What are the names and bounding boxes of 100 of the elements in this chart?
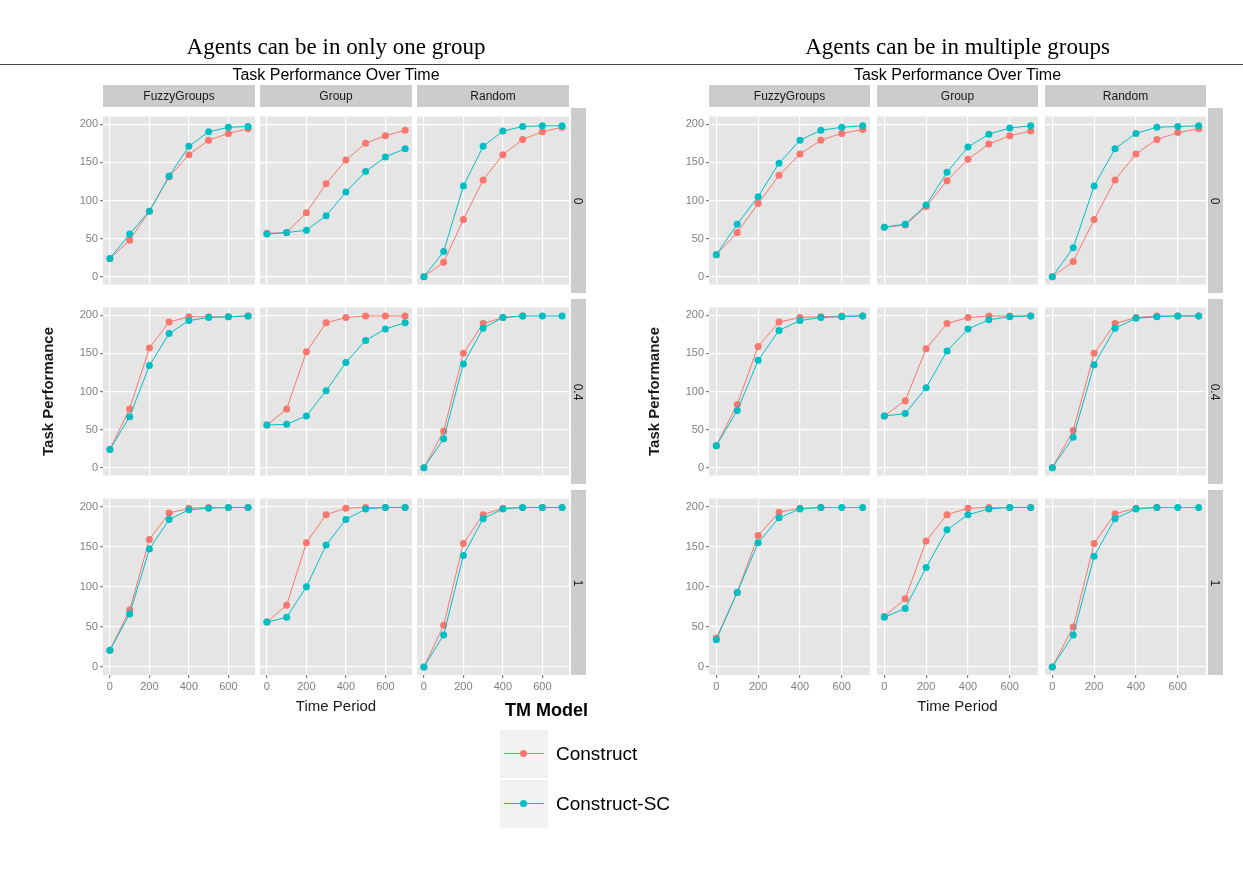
- y-tick-label: 150: [79, 346, 98, 359]
- x-axis-title: Time Period: [294, 697, 378, 714]
- legend-title: TM Model: [505, 700, 589, 721]
- y-tick-label: 150: [685, 155, 704, 168]
- point: [1090, 216, 1098, 224]
- point: [283, 420, 291, 428]
- y2-axis-title: 0: [571, 197, 586, 204]
- y-tick-label: 50: [85, 231, 98, 244]
- point: [1111, 324, 1119, 332]
- y2-axis-title: 1: [1208, 579, 1223, 586]
- y-tick-label: 100: [79, 579, 98, 592]
- point: [440, 248, 448, 256]
- legend-label: Construct-SC: [556, 793, 671, 815]
- point: [283, 405, 291, 413]
- point: [754, 356, 762, 364]
- point: [459, 182, 467, 190]
- point: [440, 258, 448, 266]
- y-tick-label: 0: [697, 460, 704, 473]
- point: [1111, 145, 1119, 153]
- x-tick-label: 600: [376, 679, 395, 692]
- point: [302, 348, 310, 356]
- point: [754, 531, 762, 539]
- point: [943, 320, 951, 328]
- point: [401, 319, 409, 327]
- y-tick-label: 0: [91, 269, 98, 282]
- x-tick-label: 0: [420, 679, 427, 692]
- point: [817, 126, 825, 134]
- y-tick-label: 0: [697, 660, 704, 673]
- point: [302, 539, 310, 547]
- y2-axis-title: 0: [1208, 197, 1223, 204]
- point: [322, 541, 330, 549]
- point: [479, 515, 487, 523]
- text: Agents can be in multiple groups: [804, 34, 1111, 60]
- point: [362, 312, 370, 320]
- point: [165, 330, 173, 338]
- point: [185, 151, 193, 159]
- point: [1153, 123, 1161, 131]
- point: [185, 142, 193, 150]
- point: [381, 312, 389, 320]
- point: [775, 159, 783, 167]
- point: [1006, 132, 1014, 140]
- point: [479, 324, 487, 332]
- point: [964, 511, 972, 519]
- point: [838, 123, 846, 131]
- point: [362, 336, 370, 344]
- point: [922, 345, 930, 353]
- chart-title: FuzzyGroups: [709, 85, 870, 107]
- point: [1069, 258, 1077, 266]
- point: [145, 344, 153, 352]
- x-tick-label: 200: [454, 679, 473, 692]
- chart-title: Random: [1045, 85, 1206, 107]
- y-tick-label: 100: [79, 193, 98, 206]
- point: [440, 631, 448, 639]
- point: [1111, 176, 1119, 184]
- point: [499, 151, 507, 159]
- point: [1132, 150, 1140, 158]
- point: [1111, 515, 1119, 523]
- point: [943, 511, 951, 519]
- x-tick-label: 400: [790, 679, 810, 692]
- point: [362, 139, 370, 147]
- point: [922, 537, 930, 545]
- point: [145, 545, 153, 553]
- point: [1090, 182, 1098, 190]
- x-tick-label: 200: [297, 679, 316, 692]
- point: [302, 226, 310, 234]
- point: [440, 435, 448, 443]
- point: [859, 503, 867, 511]
- point: [733, 407, 741, 415]
- point: [459, 216, 467, 224]
- point: [519, 135, 527, 143]
- y-tick-label: 0: [91, 460, 98, 473]
- point: [401, 145, 409, 153]
- point: [459, 540, 467, 547]
- point: [985, 316, 993, 324]
- point: [538, 122, 546, 130]
- point: [381, 153, 389, 161]
- y-tick-label: 0: [91, 660, 98, 673]
- y-tick-label: 150: [79, 155, 98, 168]
- x-tick-label: 0: [713, 679, 720, 692]
- y-tick-label: 50: [85, 619, 98, 632]
- x-tick-label: 400: [493, 679, 513, 692]
- x-tick-label: 0: [263, 679, 270, 692]
- point: [1174, 123, 1182, 131]
- point: [224, 129, 232, 137]
- point: [126, 236, 134, 244]
- y-tick-label: 50: [691, 422, 704, 435]
- y-tick-label: 200: [79, 308, 98, 321]
- point: [901, 595, 909, 603]
- y-tick-label: 200: [685, 499, 704, 512]
- chart-title: Group: [260, 85, 412, 107]
- point: [322, 319, 330, 327]
- point: [362, 168, 370, 176]
- point: [224, 123, 232, 131]
- point: [901, 397, 909, 405]
- point: [126, 230, 134, 238]
- point: [754, 200, 762, 208]
- point: [302, 209, 310, 217]
- point: [775, 318, 783, 326]
- point: [964, 143, 972, 151]
- point: [796, 317, 804, 325]
